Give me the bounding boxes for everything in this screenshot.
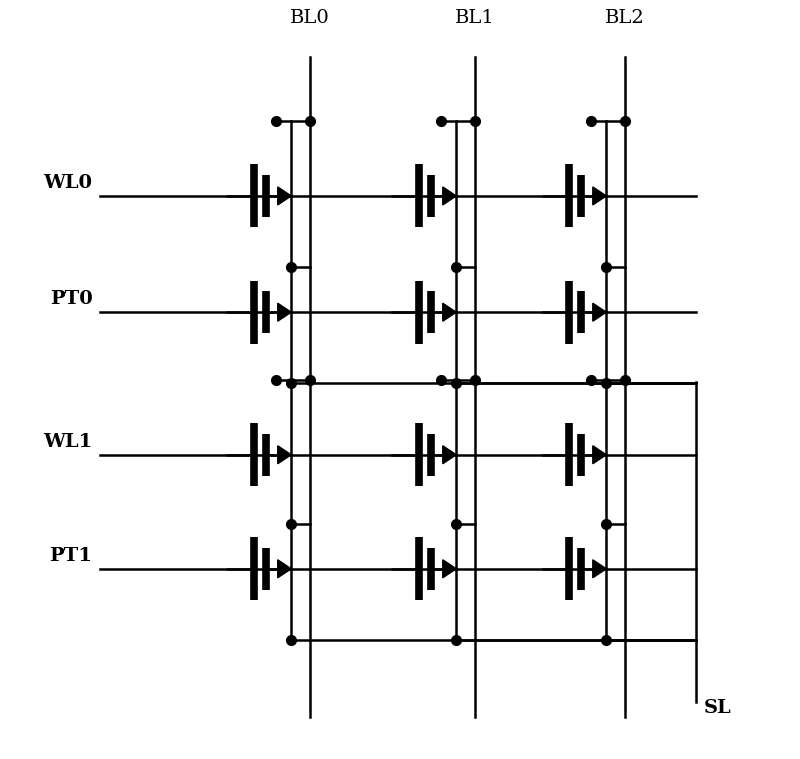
Polygon shape [442, 560, 456, 578]
Polygon shape [593, 446, 606, 464]
Text: WL1: WL1 [43, 433, 93, 451]
Text: BL2: BL2 [605, 9, 645, 27]
Polygon shape [278, 560, 291, 578]
Polygon shape [278, 446, 291, 464]
Polygon shape [593, 303, 606, 321]
Polygon shape [593, 560, 606, 578]
Text: BL0: BL0 [290, 9, 330, 27]
Polygon shape [442, 303, 456, 321]
Polygon shape [442, 187, 456, 205]
Polygon shape [593, 187, 606, 205]
Polygon shape [278, 187, 291, 205]
Text: PT0: PT0 [50, 291, 93, 308]
Polygon shape [278, 303, 291, 321]
Text: WL0: WL0 [43, 174, 93, 192]
Polygon shape [442, 446, 456, 464]
Text: PT1: PT1 [50, 547, 93, 565]
Text: BL1: BL1 [455, 9, 495, 27]
Text: SL: SL [704, 699, 731, 717]
